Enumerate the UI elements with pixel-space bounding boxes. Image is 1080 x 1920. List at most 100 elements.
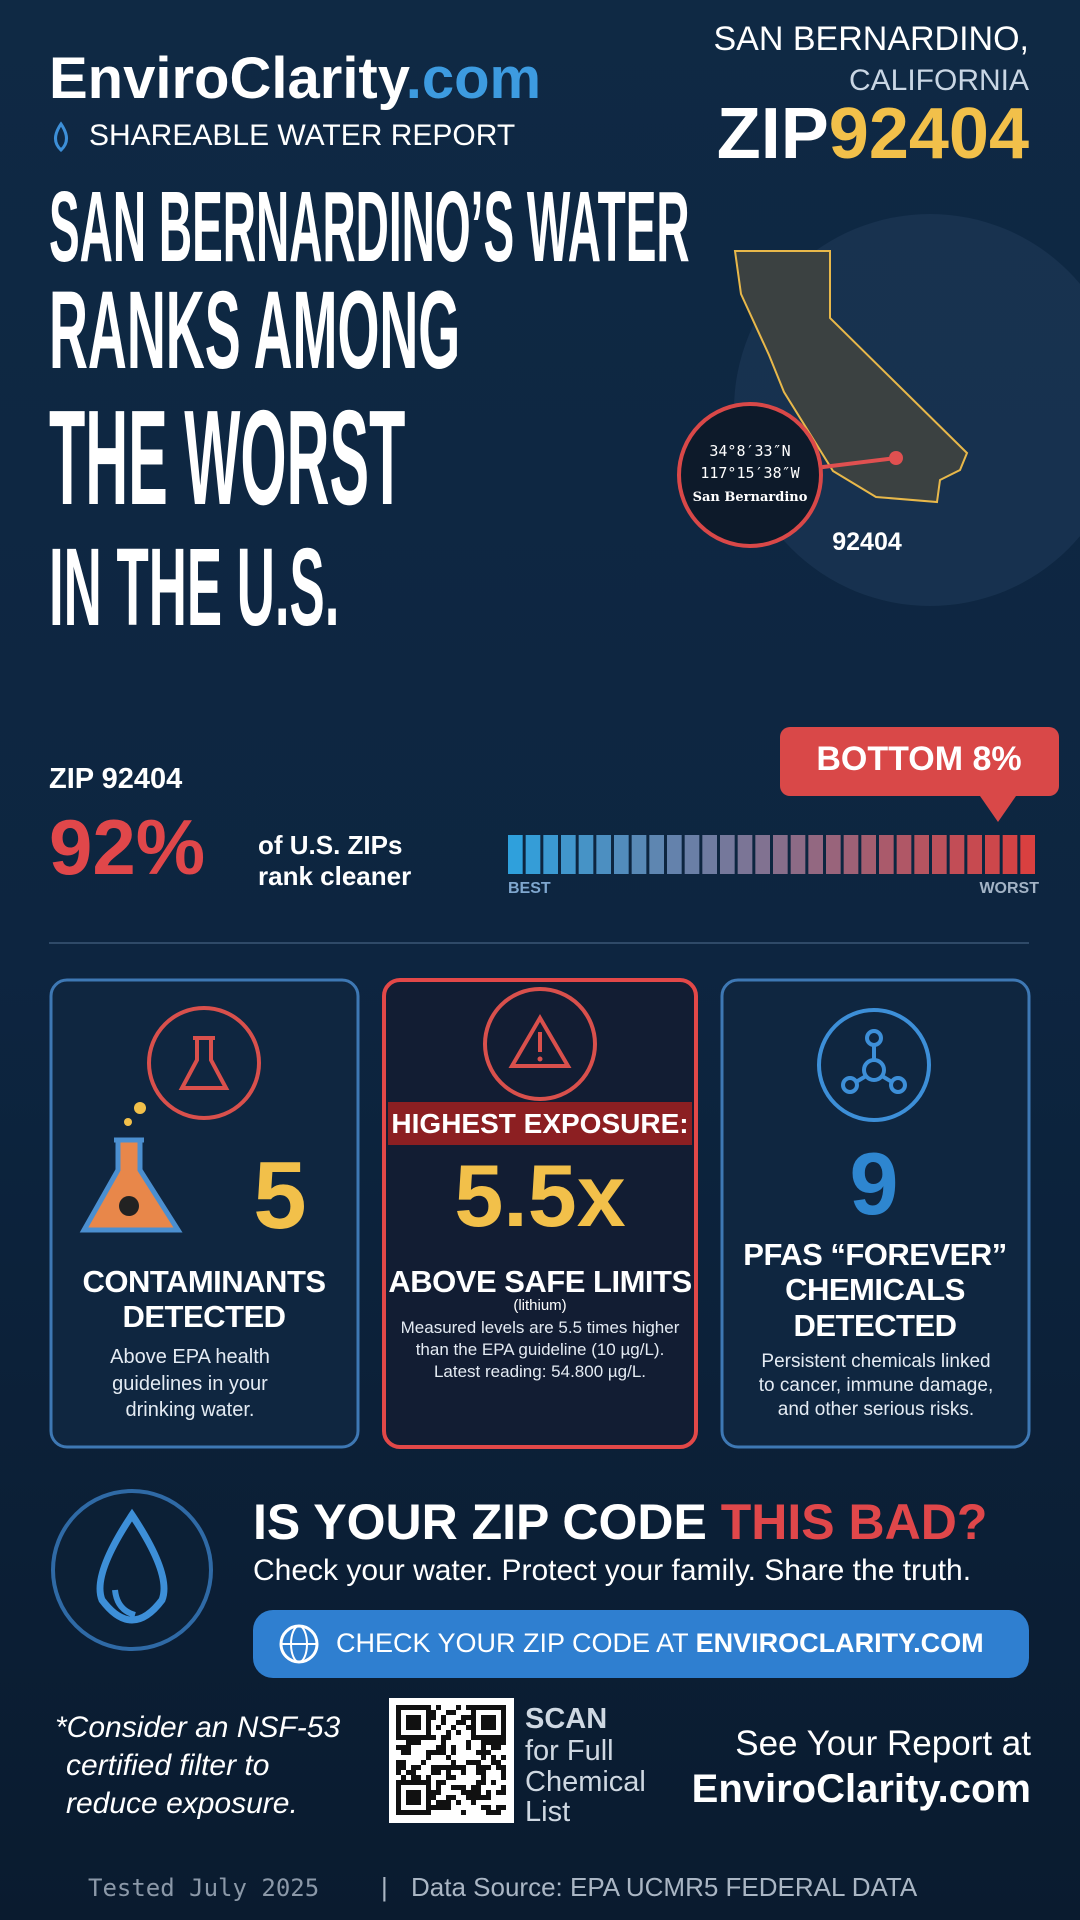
cta-question: IS YOUR ZIP CODE THIS BAD? bbox=[253, 1497, 987, 1547]
qr-module bbox=[501, 1715, 506, 1720]
qr-module bbox=[426, 1730, 431, 1735]
qr-module bbox=[486, 1720, 491, 1725]
qr-module bbox=[396, 1745, 401, 1750]
qr-module bbox=[456, 1765, 461, 1770]
qr-module bbox=[466, 1795, 471, 1800]
qr-module bbox=[501, 1765, 506, 1770]
qr-module bbox=[436, 1790, 441, 1795]
qr-module bbox=[491, 1725, 496, 1730]
qr-module bbox=[481, 1725, 486, 1730]
qr-module bbox=[396, 1730, 401, 1735]
card-number: 9 bbox=[849, 1134, 899, 1233]
qr-module bbox=[416, 1780, 421, 1785]
qr-module bbox=[406, 1740, 411, 1745]
qr-module bbox=[431, 1770, 436, 1775]
rank-text: rank cleaner bbox=[258, 861, 412, 891]
filter-note: *Consider an NSF-53 bbox=[55, 1711, 341, 1744]
qr-module bbox=[451, 1785, 456, 1790]
qr-module bbox=[496, 1705, 501, 1710]
scale-segment bbox=[949, 835, 965, 874]
scale-segment bbox=[667, 835, 682, 874]
qr-module bbox=[446, 1775, 451, 1780]
scale-segment bbox=[773, 835, 788, 874]
qr-module bbox=[396, 1760, 401, 1765]
qr-module bbox=[396, 1705, 401, 1710]
qr-module bbox=[406, 1745, 411, 1750]
qr-module bbox=[501, 1770, 506, 1775]
qr-module bbox=[446, 1800, 451, 1805]
qr-module bbox=[426, 1720, 431, 1725]
card-description: Above EPA health bbox=[110, 1346, 270, 1368]
qr-module bbox=[436, 1705, 441, 1710]
qr-module bbox=[431, 1805, 436, 1810]
qr-module bbox=[396, 1790, 401, 1795]
qr-module bbox=[436, 1725, 441, 1730]
card-description: and other serious risks. bbox=[777, 1399, 975, 1420]
headline-line: IN THE U.S. bbox=[49, 526, 340, 649]
qr-module bbox=[406, 1725, 411, 1730]
qr-module bbox=[461, 1770, 466, 1775]
qr-module bbox=[501, 1775, 506, 1780]
data-source: Data Source: EPA UCMR5 FEDERAL DATA bbox=[411, 1872, 918, 1902]
scale-high: WORST bbox=[979, 880, 1039, 897]
scale-segment bbox=[879, 835, 894, 874]
scan-text: for Full bbox=[525, 1735, 614, 1767]
card-title: DETECTED bbox=[793, 1308, 957, 1343]
qr-module bbox=[401, 1750, 406, 1755]
scale-segment bbox=[896, 835, 912, 874]
cta-button-prefix: CHECK YOUR ZIP CODE AT bbox=[336, 1628, 689, 1658]
qr-module bbox=[476, 1765, 481, 1770]
report-subtitle: SHAREABLE WATER REPORT bbox=[89, 119, 516, 152]
scale-segment bbox=[932, 835, 947, 874]
qr-module bbox=[466, 1705, 471, 1710]
qr-module bbox=[406, 1715, 411, 1720]
cta-question-main: IS YOUR ZIP CODE bbox=[253, 1494, 707, 1550]
report-site[interactable]: EnviroClarity.com bbox=[691, 1767, 1031, 1811]
map-place: San Bernardino bbox=[692, 490, 808, 505]
qr-module bbox=[446, 1770, 451, 1775]
qr-module bbox=[496, 1745, 501, 1750]
qr-module bbox=[401, 1760, 406, 1765]
qr-module bbox=[441, 1780, 446, 1785]
qr-module bbox=[401, 1765, 406, 1770]
qr-module bbox=[411, 1740, 416, 1745]
scale-segment bbox=[561, 835, 576, 874]
cta-button[interactable]: CHECK YOUR ZIP CODE AT ENVIROCLARITY.COM bbox=[336, 1630, 984, 1657]
qr-module bbox=[411, 1775, 416, 1780]
qr-module bbox=[426, 1780, 431, 1785]
qr-module bbox=[406, 1705, 411, 1710]
qr-module bbox=[401, 1745, 406, 1750]
qr-module bbox=[486, 1725, 491, 1730]
qr-module bbox=[471, 1790, 476, 1795]
scale-segment bbox=[684, 835, 700, 874]
qr-module bbox=[446, 1730, 451, 1735]
qr-module bbox=[411, 1810, 416, 1815]
qr-module bbox=[491, 1740, 496, 1745]
qr-module bbox=[491, 1810, 496, 1815]
scale-segment bbox=[1002, 835, 1018, 874]
qr-module bbox=[426, 1775, 431, 1780]
qr-module bbox=[406, 1810, 411, 1815]
headline-line: SAN BERNARDINO’S WATER bbox=[49, 171, 690, 283]
scale-segment bbox=[649, 835, 664, 874]
qr-module bbox=[406, 1800, 411, 1805]
qr-module bbox=[436, 1770, 441, 1775]
card-description: guidelines in your bbox=[112, 1373, 268, 1395]
scale-segment bbox=[790, 835, 806, 874]
qr-module bbox=[416, 1795, 421, 1800]
qr-module bbox=[501, 1740, 506, 1745]
map-zip: 92404 bbox=[832, 528, 902, 556]
qr-module bbox=[461, 1785, 466, 1790]
qr-module bbox=[401, 1810, 406, 1815]
qr-module bbox=[411, 1720, 416, 1725]
qr-module bbox=[476, 1750, 481, 1755]
qr-module bbox=[476, 1735, 481, 1740]
qr-module bbox=[486, 1715, 491, 1720]
qr-module bbox=[501, 1705, 506, 1710]
scale-segment bbox=[631, 835, 647, 874]
qr-module bbox=[491, 1745, 496, 1750]
qr-module bbox=[491, 1760, 496, 1765]
qr-module bbox=[446, 1735, 451, 1740]
qr-module bbox=[426, 1705, 431, 1710]
zip: 92404 bbox=[828, 94, 1029, 174]
